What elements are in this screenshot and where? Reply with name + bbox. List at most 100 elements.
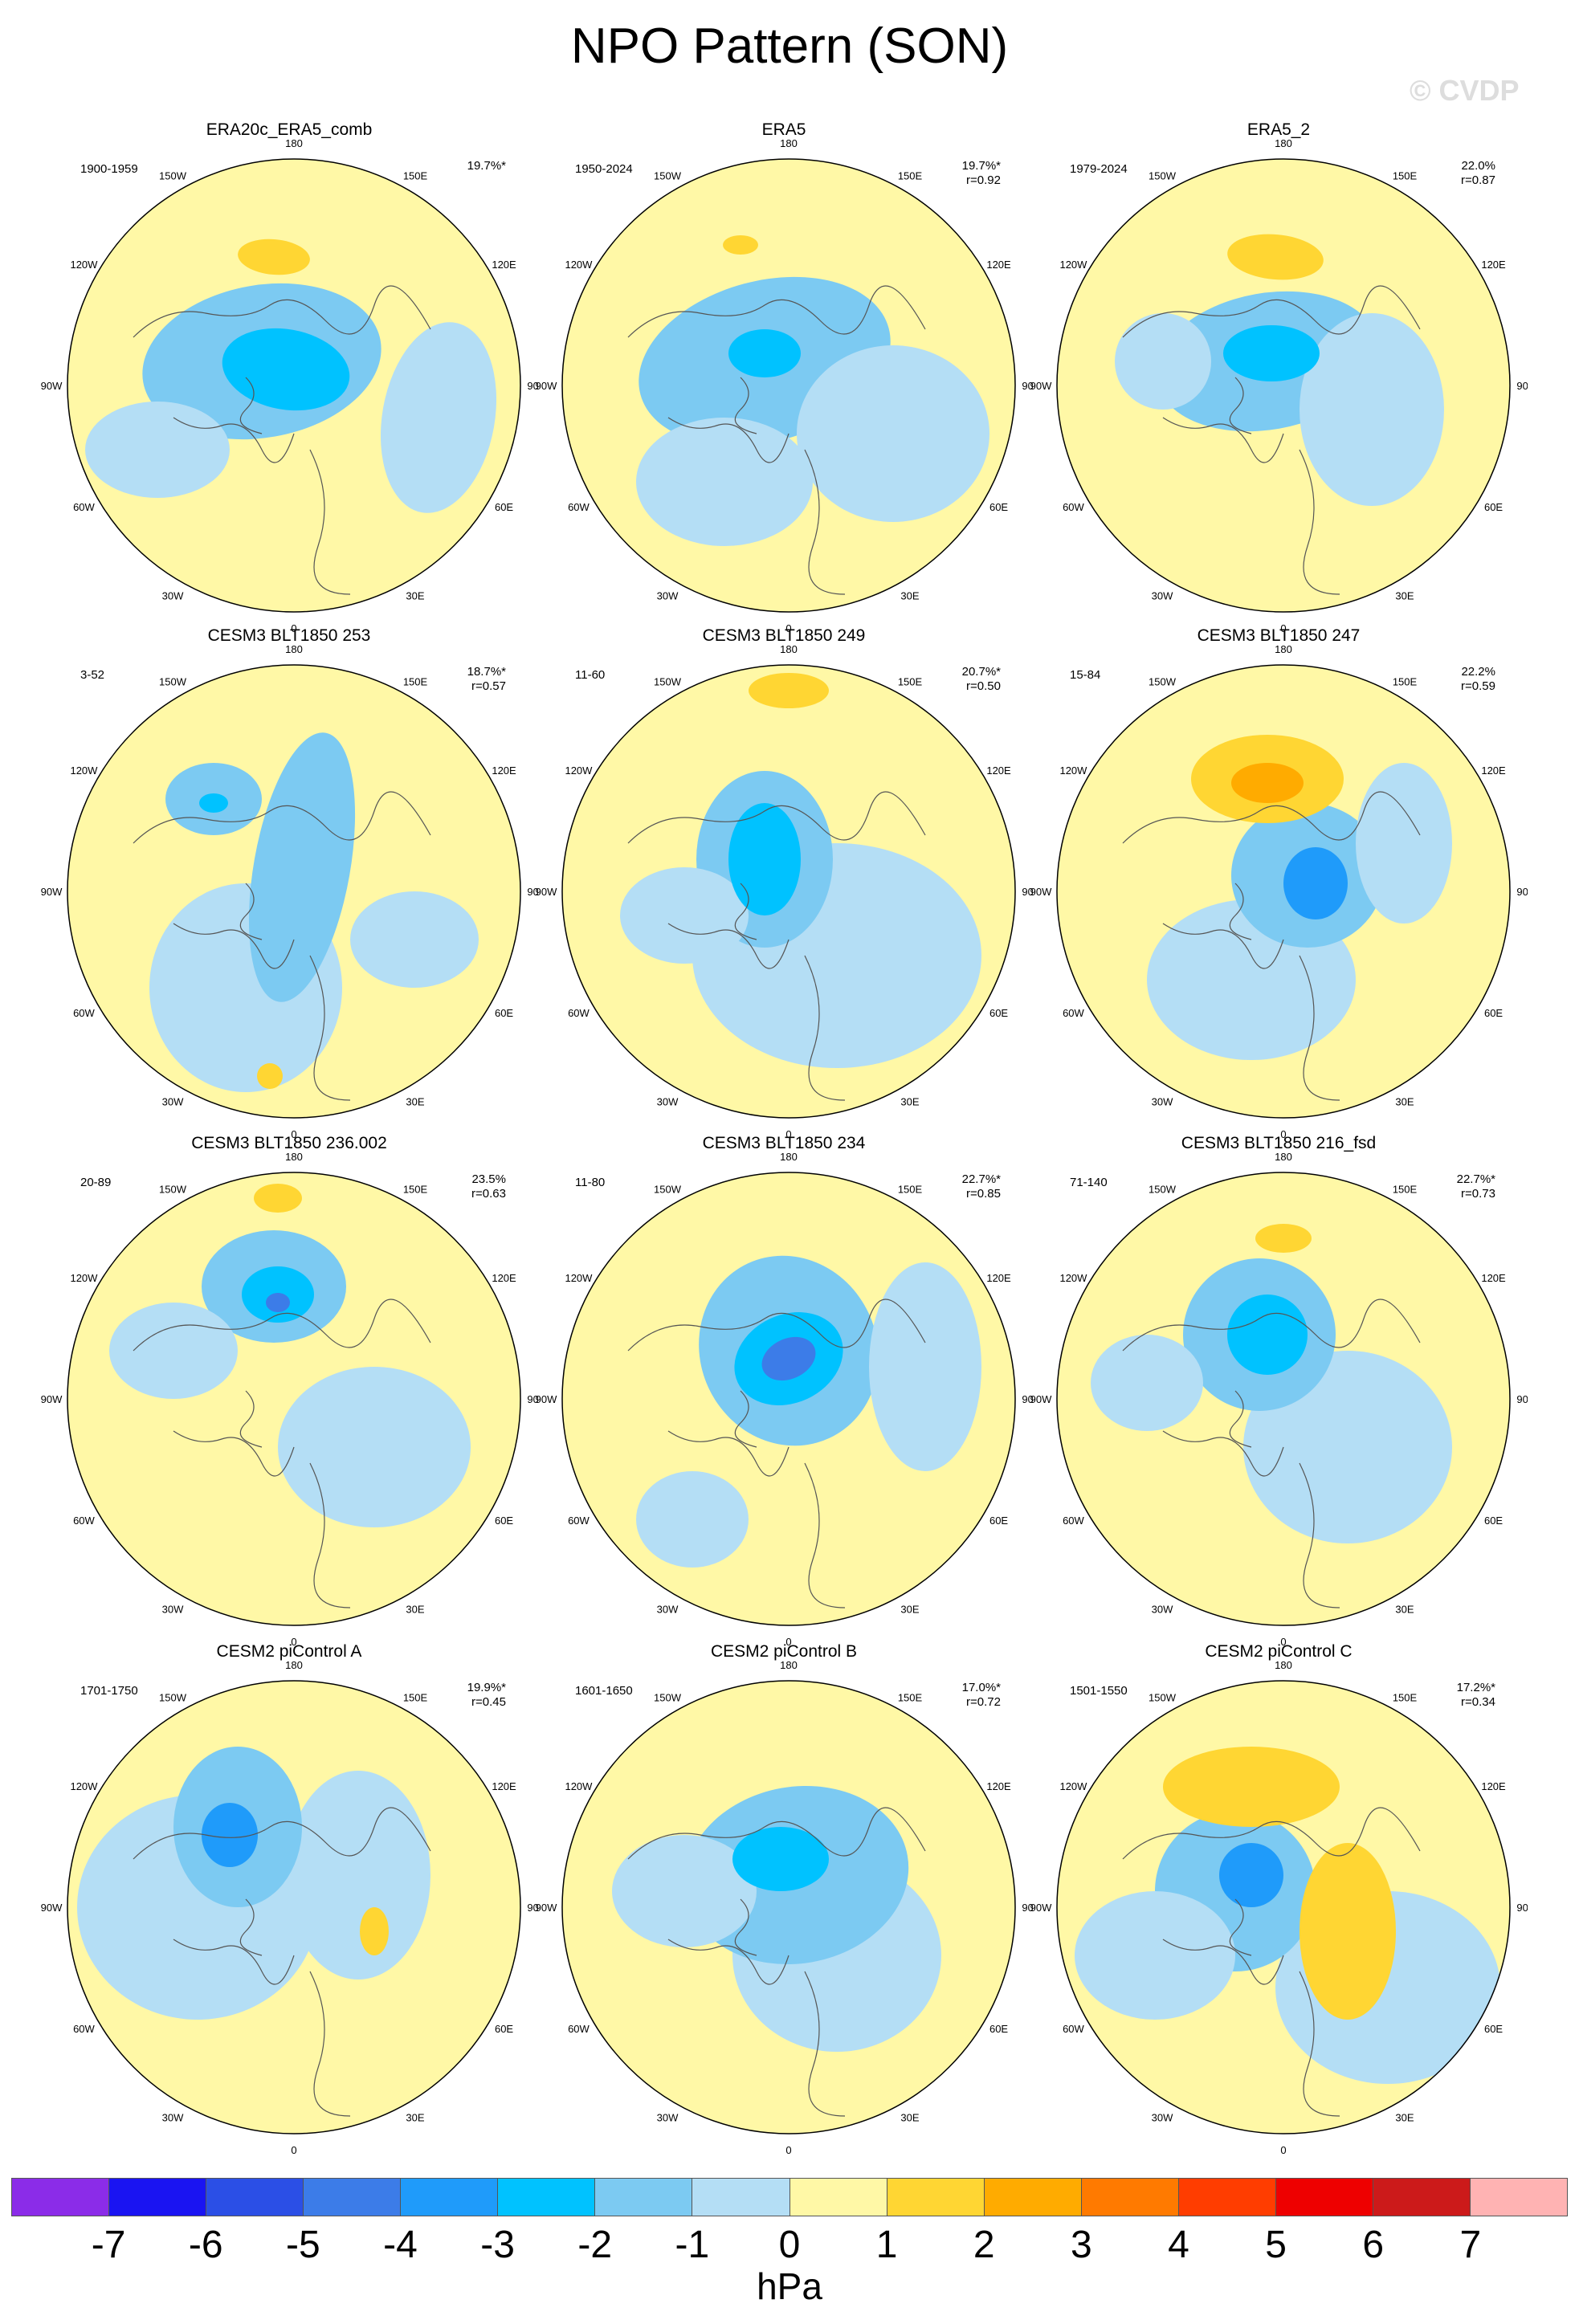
longitude-label: 0 — [785, 1128, 791, 1140]
variance-percent: 19.7%* — [467, 159, 506, 173]
panel-title: CESM2 piControl C — [1205, 1642, 1353, 1661]
longitude-label: 60E — [495, 1515, 513, 1527]
colorbar-label: -4 — [383, 2224, 418, 2266]
polar-map: 180 150E 120E 90E 60E 30E 0 30W 60W 90W 120W 150W — [536, 137, 1033, 634]
longitude-label: 60E — [1484, 1007, 1503, 1019]
longitude-label: 150W — [1149, 1183, 1177, 1195]
panel-title: CESM3 BLT1850 249 — [702, 626, 866, 645]
coastline — [627, 1299, 926, 1608]
panel-period: 1979-2024 — [1070, 162, 1128, 176]
longitude-label: 120E — [492, 1780, 516, 1792]
longitude-label: 180 — [285, 137, 303, 149]
polar-map: 180 150E 120E 90E 60E 30E 0 30W 60W 90W 120W 150W — [41, 137, 538, 634]
longitude-label: 90E — [1022, 1902, 1033, 1914]
longitude-label: 30E — [1395, 1096, 1414, 1108]
coastline — [133, 1807, 431, 2117]
longitude-label: 150W — [159, 1183, 187, 1195]
panel-period: 1900-1959 — [80, 162, 138, 176]
longitude-label: 90W — [536, 1393, 557, 1405]
longitude-label: 0 — [291, 1128, 296, 1140]
longitude-label: 60E — [495, 501, 513, 513]
longitude-label: 150W — [159, 675, 187, 687]
panel-variance: 22.7%* r=0.85 — [962, 1172, 1001, 1201]
anomaly-contour — [254, 1184, 302, 1213]
colorbar-swatch — [1081, 2179, 1179, 2216]
longitude-label: 120W — [70, 1780, 98, 1792]
colorbar-swatch — [1178, 2179, 1276, 2216]
longitude-label: 120E — [1481, 1272, 1506, 1284]
anomaly-contour — [1163, 1747, 1340, 1827]
map-boundary — [561, 1680, 1016, 2134]
map-panel: 180 150E 120E 90E 60E 30E 0 30W 60W 90W 120W 150W CE… — [535, 1134, 1033, 1648]
coastline — [1122, 285, 1421, 595]
map-boundary — [67, 158, 521, 613]
anomaly-contour — [1231, 763, 1304, 803]
colorbar-label: 4 — [1168, 2224, 1189, 2266]
longitude-label: 90E — [527, 1393, 538, 1405]
anomaly-contour — [85, 402, 230, 498]
coastline — [627, 1807, 926, 2117]
panel-variance: 19.7%* — [467, 159, 506, 173]
coastline — [133, 285, 431, 595]
polar-map: 180 150E 120E 90E 60E 30E 0 30W 60W 90W 120W 150W — [536, 1659, 1033, 2156]
longitude-label: 150E — [403, 675, 428, 687]
longitude-label: 120E — [1481, 1780, 1506, 1792]
longitude-label: 90W — [1030, 380, 1052, 392]
colorbar-swatch — [1373, 2179, 1471, 2216]
longitude-label: 30W — [1152, 590, 1173, 602]
anomaly-contour — [797, 345, 989, 522]
panel-title: CESM2 piControl B — [710, 1642, 858, 1661]
longitude-label: 150E — [403, 1691, 428, 1703]
panel-variance: 17.0%* r=0.72 — [962, 1681, 1001, 1710]
longitude-label: 90W — [536, 886, 557, 898]
longitude-label: 120E — [492, 1272, 516, 1284]
longitude-label: 30W — [162, 1604, 184, 1616]
panel-variance: 22.0% r=0.87 — [1461, 159, 1495, 188]
longitude-label: 120W — [1059, 1272, 1087, 1284]
variance-percent: 17.0%* — [961, 1681, 1001, 1694]
longitude-label: 60W — [73, 2023, 95, 2035]
longitude-label: 90W — [41, 886, 63, 898]
longitude-label: 30E — [900, 590, 919, 602]
anomaly-contour — [1283, 847, 1348, 919]
anomaly-contour — [636, 418, 813, 546]
longitude-label: 150E — [898, 1183, 923, 1195]
longitude-label: 180 — [1275, 1151, 1292, 1163]
coastline — [627, 285, 926, 595]
longitude-label: 120W — [565, 764, 593, 777]
panel-period: 11-60 — [575, 668, 606, 682]
longitude-label: 60W — [568, 1515, 590, 1527]
colorbar-swatch — [1275, 2179, 1373, 2216]
colorbar-label: -3 — [480, 2224, 515, 2266]
panel-variance: 18.7%* r=0.57 — [467, 665, 506, 694]
map-boundary — [67, 1680, 521, 2134]
panel-period: 1701-1750 — [80, 1684, 138, 1698]
coastline — [627, 791, 926, 1101]
polar-map: 180 150E 120E 90E 60E 30E 0 30W 60W 90W 120W 150W — [536, 1151, 1033, 1648]
variance-percent: 19.7%* — [961, 159, 1001, 173]
longitude-label: 150W — [654, 169, 682, 181]
anomaly-contour — [1223, 325, 1320, 381]
anomaly-contour — [350, 891, 479, 988]
longitude-label: 120E — [986, 1272, 1011, 1284]
anomaly-contour — [1115, 313, 1211, 410]
panel-title: ERA5 — [761, 120, 806, 139]
coastline — [133, 1299, 431, 1608]
panel-variance: 20.7%* r=0.50 — [962, 665, 1001, 694]
coastline — [133, 791, 431, 1101]
colorbar-label: 6 — [1362, 2224, 1385, 2266]
colorbar-swatch — [984, 2179, 1082, 2216]
colorbar-label: -7 — [91, 2224, 126, 2266]
longitude-label: 60W — [73, 1007, 95, 1019]
panel-title: CESM3 BLT1850 216_fsd — [1181, 1134, 1377, 1152]
longitude-label: 30E — [406, 1604, 424, 1616]
longitude-label: 90W — [536, 1902, 557, 1914]
anomaly-contour — [248, 732, 356, 1002]
map-boundary — [1056, 1172, 1511, 1626]
variance-percent: 22.0% — [1461, 159, 1495, 173]
variance-percent: 18.7%* — [467, 665, 506, 679]
longitude-label: 150W — [1149, 169, 1177, 181]
longitude-label: 60W — [1063, 2023, 1084, 2035]
colorbar-label: -5 — [286, 2224, 320, 2266]
longitude-label: 150W — [1149, 675, 1177, 687]
